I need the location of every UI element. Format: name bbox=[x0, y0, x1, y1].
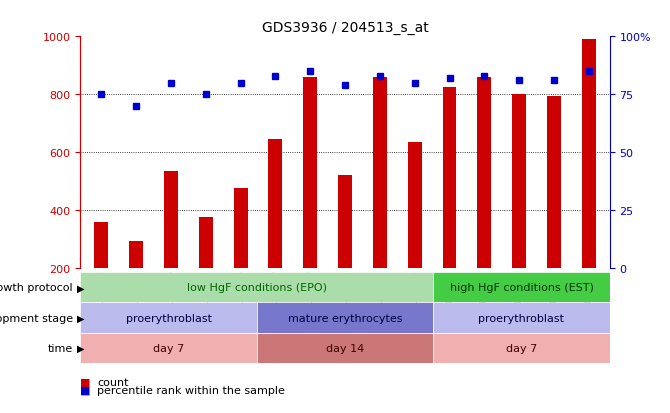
Text: day 7: day 7 bbox=[506, 343, 537, 353]
Text: ▶: ▶ bbox=[77, 282, 84, 293]
Bar bbox=[408, 143, 421, 326]
Bar bbox=[433, 273, 610, 303]
Text: time: time bbox=[48, 343, 73, 353]
Text: proerythroblast: proerythroblast bbox=[125, 313, 212, 323]
Text: ▶: ▶ bbox=[77, 343, 84, 353]
Bar bbox=[94, 222, 109, 326]
Bar bbox=[582, 40, 596, 326]
Bar bbox=[443, 88, 456, 326]
Text: ■: ■ bbox=[80, 377, 91, 387]
Text: high HgF conditions (EST): high HgF conditions (EST) bbox=[450, 282, 594, 293]
Bar bbox=[80, 333, 257, 363]
Bar bbox=[304, 78, 317, 326]
Bar bbox=[373, 78, 387, 326]
Bar bbox=[512, 95, 526, 326]
Bar bbox=[338, 176, 352, 326]
Bar bbox=[269, 140, 282, 326]
Bar bbox=[257, 333, 433, 363]
Text: proerythroblast: proerythroblast bbox=[478, 313, 565, 323]
Bar bbox=[199, 218, 213, 326]
Text: count: count bbox=[97, 377, 129, 387]
Text: day 7: day 7 bbox=[153, 343, 184, 353]
Bar bbox=[547, 97, 561, 326]
Text: mature erythrocytes: mature erythrocytes bbox=[288, 313, 402, 323]
Bar bbox=[164, 171, 178, 326]
Text: ▶: ▶ bbox=[77, 313, 84, 323]
Text: day 14: day 14 bbox=[326, 343, 364, 353]
Bar bbox=[478, 78, 491, 326]
Bar bbox=[80, 273, 433, 303]
Title: GDS3936 / 204513_s_at: GDS3936 / 204513_s_at bbox=[262, 21, 428, 35]
Text: low HgF conditions (EPO): low HgF conditions (EPO) bbox=[187, 282, 327, 293]
Bar bbox=[80, 303, 257, 333]
Bar bbox=[433, 303, 610, 333]
Text: development stage: development stage bbox=[0, 313, 73, 323]
Text: percentile rank within the sample: percentile rank within the sample bbox=[97, 385, 285, 395]
Text: ■: ■ bbox=[80, 385, 91, 395]
Bar bbox=[129, 241, 143, 326]
Bar bbox=[234, 189, 247, 326]
Bar bbox=[257, 303, 433, 333]
Bar bbox=[433, 333, 610, 363]
Text: growth protocol: growth protocol bbox=[0, 282, 73, 293]
